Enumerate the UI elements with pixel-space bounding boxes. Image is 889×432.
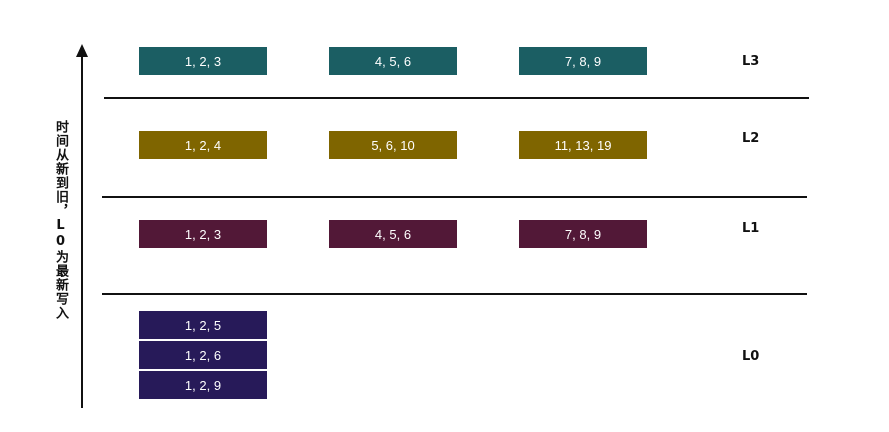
l3-block-3: 7, 8, 9	[519, 47, 647, 75]
l1-block-1: 1, 2, 3	[139, 220, 267, 248]
level-label-l3: L3	[742, 54, 760, 69]
l1-block-2: 4, 5, 6	[329, 220, 457, 248]
time-axis-line	[81, 54, 83, 408]
l3-block-2: 4, 5, 6	[329, 47, 457, 75]
level-separator-l3-l2	[104, 97, 809, 99]
level-label-l2: L2	[742, 131, 760, 146]
l2-block-1: 1, 2, 4	[139, 131, 267, 159]
arrow-up-icon	[76, 44, 88, 57]
level-label-l0: L0	[742, 349, 760, 364]
level-label-l1: L1	[742, 221, 760, 236]
level-separator-l2-l1	[102, 196, 807, 198]
axis-title: 时间从新到旧，L0为最新写入	[53, 120, 68, 320]
l0-block-3: 1, 2, 9	[138, 370, 268, 400]
l2-block-2: 5, 6, 10	[329, 131, 457, 159]
l3-block-1: 1, 2, 3	[139, 47, 267, 75]
l1-block-3: 7, 8, 9	[519, 220, 647, 248]
level-separator-l1-l0	[102, 293, 807, 295]
l0-block-2: 1, 2, 6	[138, 340, 268, 370]
l2-block-3: 11, 13, 19	[519, 131, 647, 159]
l0-block-1: 1, 2, 5	[138, 310, 268, 340]
